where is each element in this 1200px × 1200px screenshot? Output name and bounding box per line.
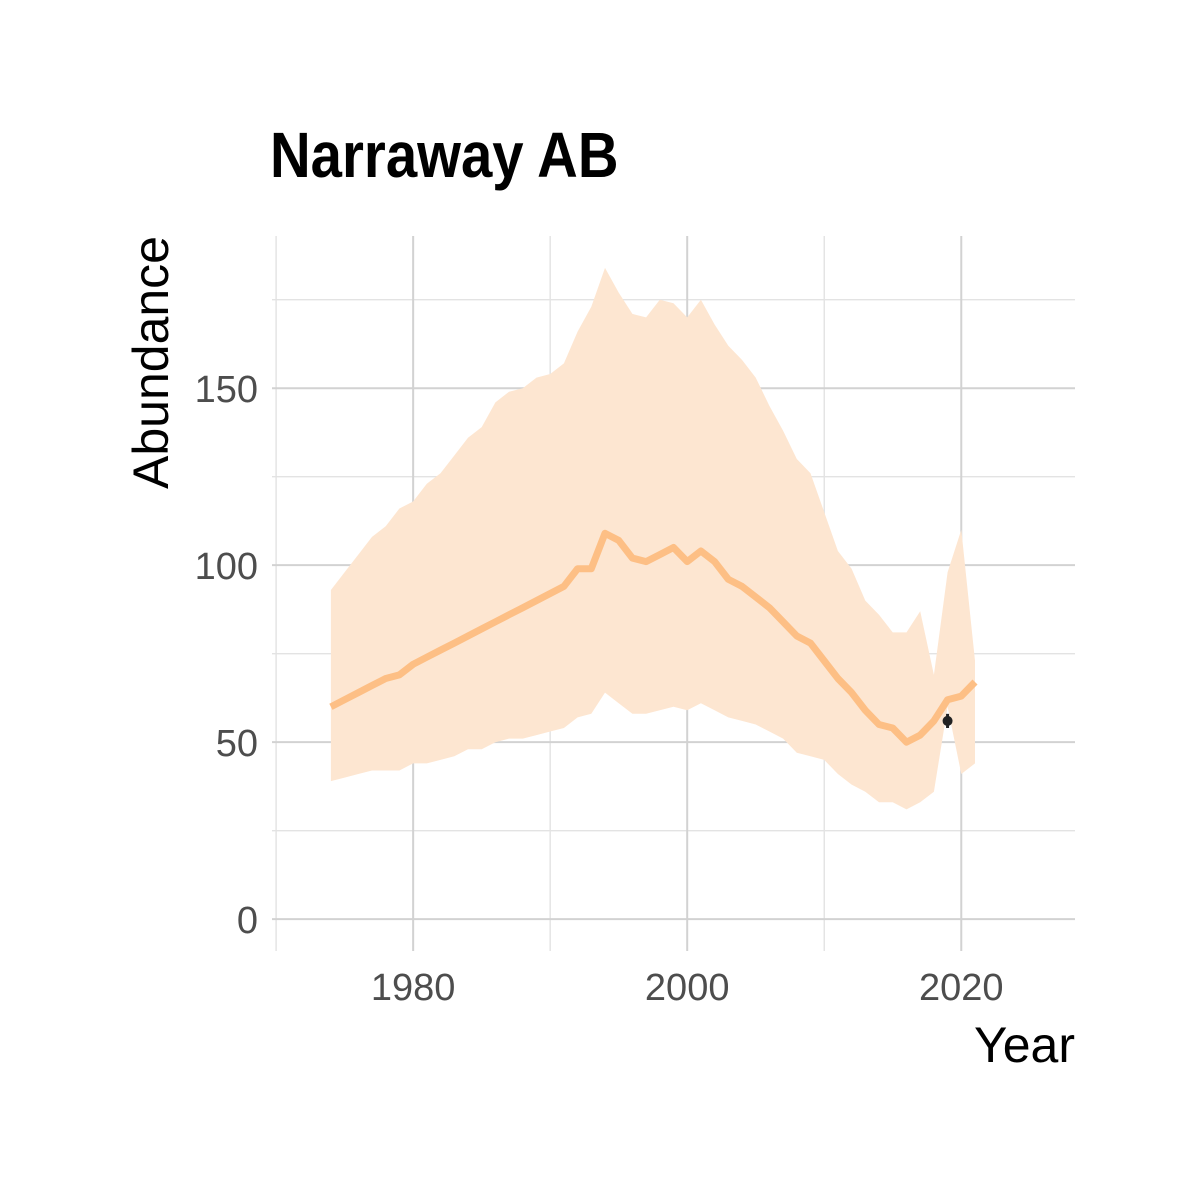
y-axis-title: Abundance bbox=[123, 236, 179, 489]
observation-point bbox=[942, 715, 953, 726]
x-tick-label: 1980 bbox=[371, 967, 456, 1009]
y-tick-label: 0 bbox=[237, 900, 258, 942]
y-tick-label: 50 bbox=[216, 723, 258, 765]
series-line-layer bbox=[329, 529, 978, 746]
observation-layer bbox=[942, 713, 953, 729]
y-tick-label: 100 bbox=[195, 546, 258, 588]
y-tick-label: 150 bbox=[195, 369, 258, 411]
x-axis-title: Year bbox=[974, 1017, 1075, 1073]
x-tick-label: 2000 bbox=[645, 967, 730, 1009]
confidence-band bbox=[330, 267, 975, 810]
x-tick-label: 2020 bbox=[919, 967, 1004, 1009]
x-axis-tick-labels: 1980 2000 2020 bbox=[371, 967, 1004, 1009]
y-axis-tick-labels: 0 50 100 150 bbox=[195, 369, 258, 942]
chart-title: Narraway AB bbox=[270, 119, 619, 191]
series-line bbox=[329, 529, 978, 746]
confidence-band-layer bbox=[330, 267, 975, 810]
